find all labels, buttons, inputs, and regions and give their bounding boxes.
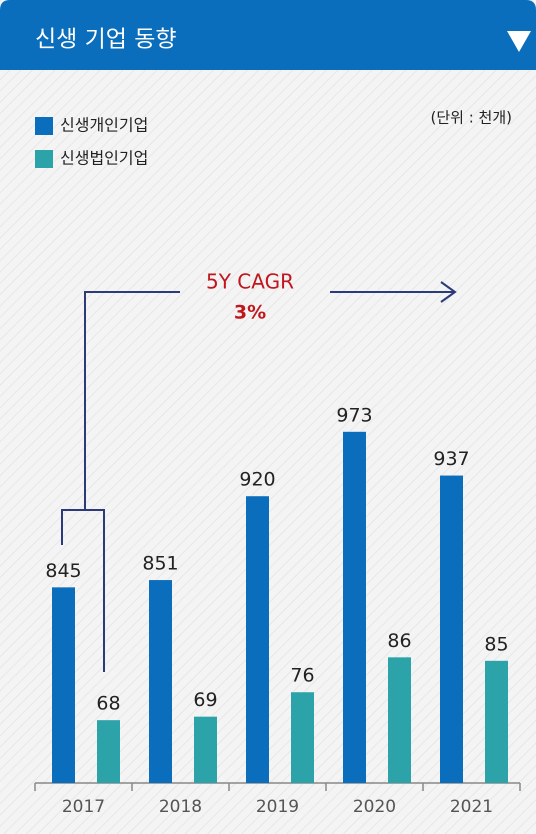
legend-label: 신생개인기업	[60, 116, 148, 135]
value-label: 86	[387, 630, 411, 652]
unit-label: (단위 : 천개)	[431, 109, 513, 127]
bar	[291, 692, 314, 783]
bar	[246, 496, 269, 783]
arrow	[330, 281, 457, 303]
bar	[194, 716, 217, 783]
legend-label: 신생법인기업	[60, 149, 148, 168]
annotation-label: 5Y CAGR	[206, 270, 294, 294]
value-label: 76	[290, 665, 314, 687]
bar	[97, 720, 120, 783]
value-label: 920	[239, 469, 275, 491]
collapse-toggle[interactable]	[507, 31, 531, 52]
chart-title: 신생 기업 동향	[35, 27, 177, 53]
x-tick-label: 2021	[450, 797, 493, 817]
bracket	[61, 291, 180, 672]
x-tick-label: 2019	[256, 797, 299, 817]
value-label: 68	[96, 693, 120, 715]
x-tick-label: 2017	[62, 797, 105, 817]
annotation-value: 3%	[234, 302, 266, 324]
value-label: 937	[433, 448, 469, 470]
bar	[388, 657, 411, 783]
bar	[440, 475, 463, 783]
bar	[149, 580, 172, 783]
bar	[343, 431, 366, 783]
x-tick-label: 2018	[159, 797, 202, 817]
value-label: 845	[45, 560, 81, 582]
value-label: 69	[193, 689, 217, 711]
legend-swatch	[35, 117, 53, 135]
value-label: 851	[142, 553, 178, 575]
value-label: 85	[484, 633, 508, 655]
bar	[52, 587, 75, 783]
value-label: 973	[336, 404, 372, 426]
legend-swatch	[35, 150, 53, 168]
x-tick-label: 2020	[353, 797, 396, 817]
bar	[485, 660, 508, 783]
header-bar[interactable]	[0, 0, 536, 70]
cagr-annotation: 5Y CAGR 3%	[61, 270, 457, 672]
